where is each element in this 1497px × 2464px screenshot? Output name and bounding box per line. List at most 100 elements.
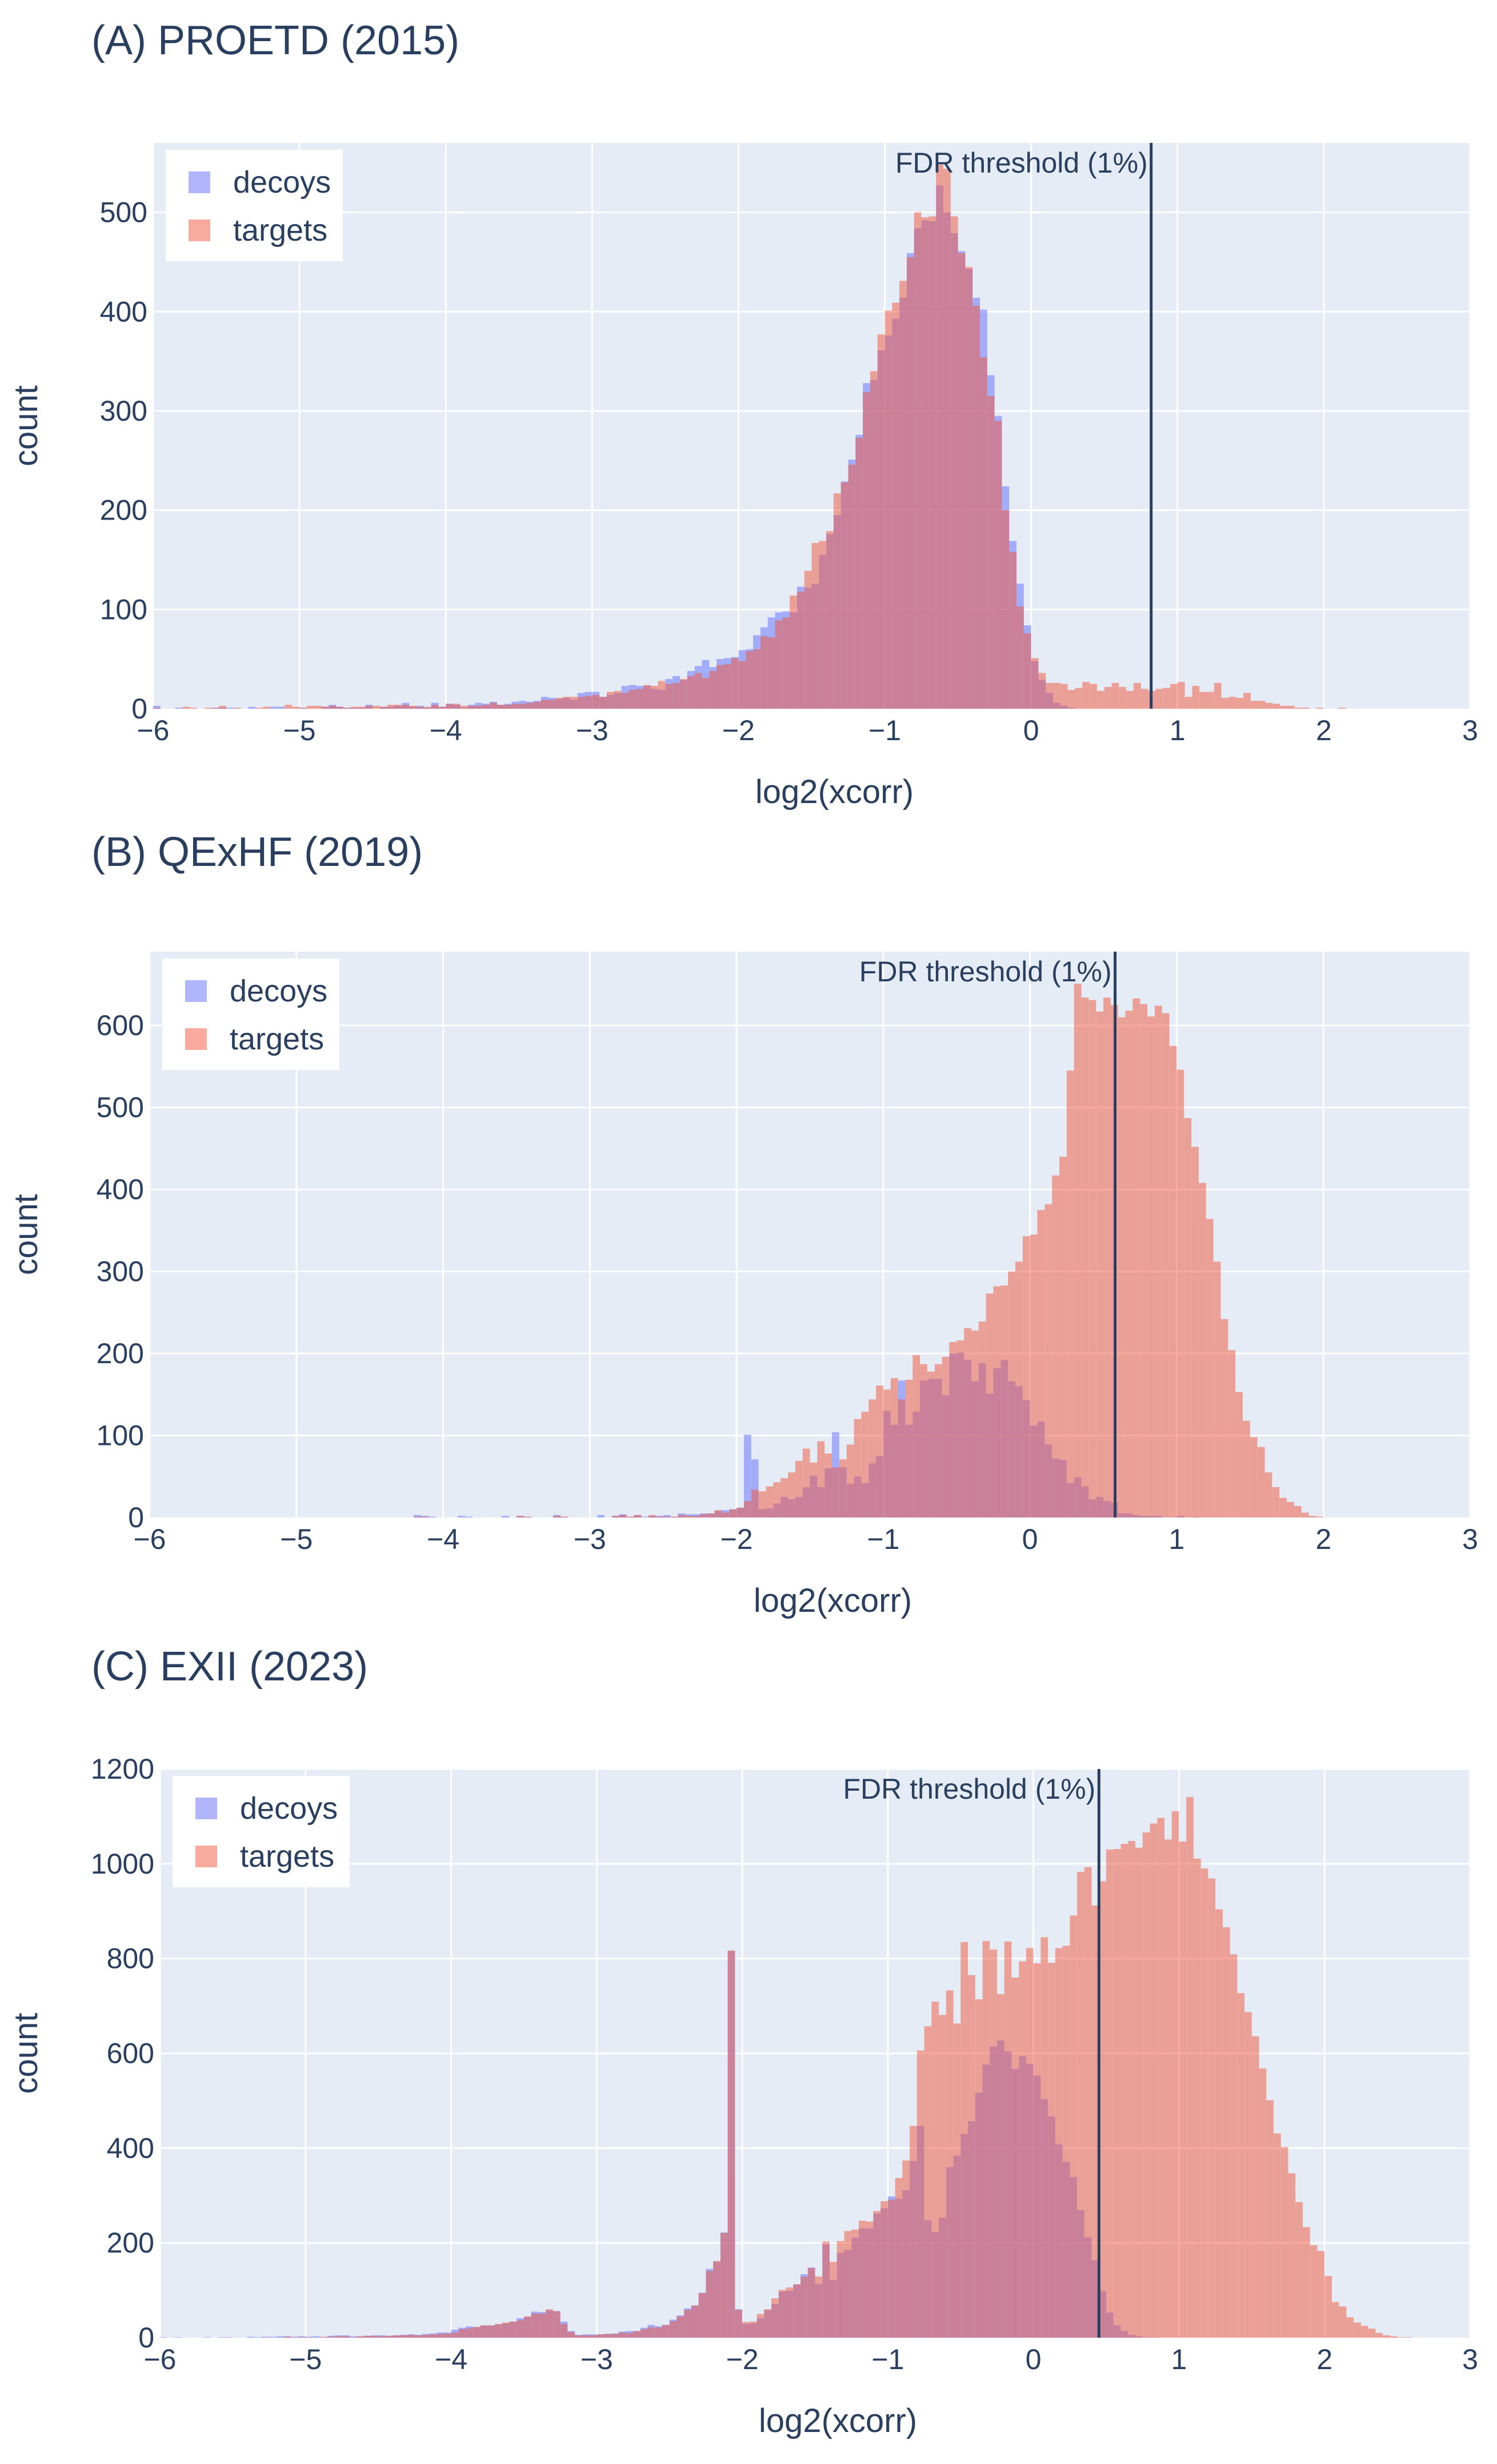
- targets-bar: [717, 665, 724, 709]
- targets-bar: [655, 2327, 662, 2338]
- targets-bar: [1162, 1013, 1170, 1517]
- targets-bar: [829, 2262, 837, 2338]
- targets-bar: [905, 1379, 913, 1517]
- targets-bar: [1002, 510, 1010, 709]
- targets-bar: [611, 2334, 619, 2338]
- targets-bar: [737, 1507, 744, 1517]
- targets-bar: [517, 2320, 524, 2338]
- targets-bar: [1113, 1849, 1121, 2338]
- targets-bar: [986, 1293, 994, 1517]
- targets-bar: [851, 2229, 859, 2338]
- targets-bar: [735, 2310, 743, 2338]
- targets-bar: [934, 1364, 942, 1517]
- y-tick-label: 400: [97, 1173, 144, 1205]
- targets-bar: [393, 2335, 401, 2338]
- targets-bar: [906, 257, 914, 709]
- targets-bar: [255, 708, 263, 709]
- y-tick-label: 0: [128, 1501, 144, 1533]
- targets-bar: [939, 2015, 946, 2338]
- targets-bar: [706, 2271, 714, 2338]
- targets-bar: [914, 212, 922, 709]
- targets-bar: [658, 681, 666, 709]
- targets-bar: [723, 664, 731, 709]
- targets-bar: [753, 649, 760, 709]
- targets-bar: [1206, 1219, 1214, 1517]
- targets-bar: [978, 1321, 986, 1517]
- targets-bar: [1103, 997, 1111, 1517]
- targets-bar: [1074, 983, 1082, 1517]
- targets-bar: [895, 2178, 903, 2338]
- targets-bar: [677, 2316, 685, 2338]
- targets-bar: [1075, 688, 1083, 709]
- targets-bar: [577, 697, 585, 709]
- x-tick-label: −4: [430, 714, 462, 746]
- panel-title: (B) QExHF (2019): [91, 829, 423, 875]
- targets-bar: [1000, 1285, 1008, 1517]
- decoys-bar: [743, 1435, 751, 1517]
- targets-bar: [1272, 1487, 1280, 1517]
- targets-bar: [921, 217, 929, 709]
- targets-bar: [1037, 1209, 1045, 1517]
- targets-bar: [1192, 686, 1200, 709]
- y-axis-title: count: [7, 385, 45, 466]
- targets-bar: [1331, 2302, 1339, 2338]
- targets-bar: [1308, 1516, 1316, 1517]
- targets-bar: [614, 690, 622, 709]
- targets-bar: [764, 2309, 772, 2338]
- targets-bar: [1128, 1841, 1136, 2338]
- targets-bar: [1280, 705, 1287, 709]
- decoys-bar: [248, 706, 256, 709]
- targets-bar: [946, 1990, 954, 2338]
- targets-bar: [606, 692, 614, 709]
- targets-bar: [417, 706, 424, 709]
- x-tick-label: −5: [289, 2343, 322, 2375]
- targets-bar: [292, 706, 300, 709]
- series-targets: [153, 165, 1346, 709]
- targets-bar: [727, 1950, 735, 2338]
- targets-bar: [407, 2335, 415, 2338]
- targets-bar: [975, 1999, 983, 2338]
- targets-bar: [1375, 2333, 1383, 2338]
- targets-bar: [531, 2313, 539, 2338]
- targets-bar: [1096, 1011, 1104, 1517]
- targets-bar: [824, 1453, 832, 1517]
- targets-bar: [299, 708, 307, 709]
- targets-bar: [1244, 2012, 1252, 2338]
- legend-box: [173, 1776, 350, 1887]
- x-tick-label: 2: [1316, 714, 1332, 746]
- targets-bar: [811, 542, 819, 709]
- x-axis-title: log2(xcorr): [755, 773, 914, 810]
- targets-bar: [910, 2126, 917, 2338]
- targets-bar: [693, 1516, 700, 1517]
- targets-bar: [1171, 1811, 1179, 2338]
- targets-bar: [1257, 1447, 1265, 1517]
- decoys-bar: [270, 706, 278, 709]
- targets-bar: [720, 2233, 728, 2338]
- panel-title: (C) EXII (2023): [91, 1644, 368, 1690]
- targets-bar: [204, 708, 212, 709]
- targets-bar: [1081, 997, 1089, 1517]
- decoys-bar: [502, 1516, 510, 1517]
- targets-bar: [807, 2268, 815, 2338]
- targets-bar: [1310, 2245, 1318, 2338]
- legend-box: [166, 150, 343, 261]
- targets-bar: [1184, 697, 1192, 709]
- targets-bar: [1135, 1847, 1143, 2338]
- targets-bar: [1404, 2337, 1412, 2338]
- targets-bar: [890, 1378, 898, 1517]
- targets-bar: [460, 705, 468, 709]
- targets-bar: [350, 706, 358, 709]
- targets-bar: [1193, 1858, 1201, 2338]
- targets-bar: [379, 706, 387, 709]
- targets-bar: [402, 705, 410, 709]
- targets-bar: [873, 2211, 881, 2338]
- targets-bar: [1294, 1505, 1302, 1517]
- targets-bar: [1132, 998, 1140, 1517]
- targets-bar: [996, 1994, 1004, 2338]
- targets-bar: [597, 2334, 605, 2338]
- fdr-threshold-label: FDR threshold (1%): [859, 956, 1112, 988]
- targets-bar: [649, 1515, 656, 1517]
- targets-bar: [1009, 552, 1017, 709]
- targets-bar: [1142, 1832, 1150, 2338]
- y-tick-label: 100: [97, 1420, 144, 1452]
